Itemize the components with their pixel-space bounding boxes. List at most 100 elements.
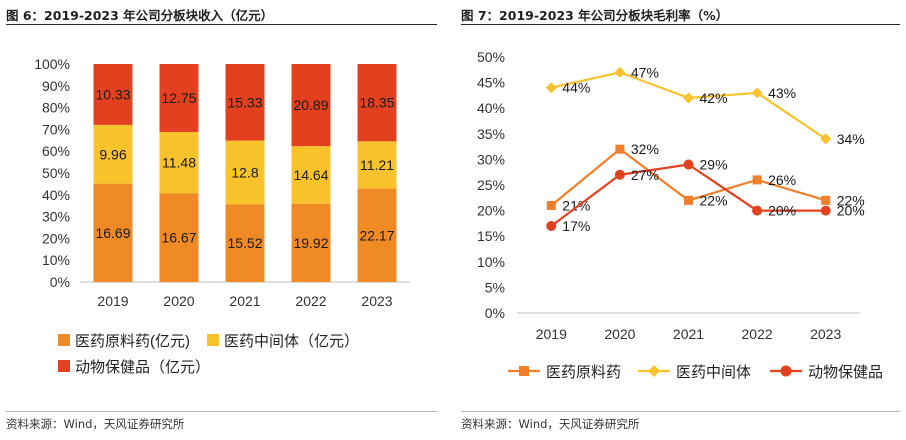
data-label: 15.33 xyxy=(227,94,262,110)
bar-segment xyxy=(357,64,397,142)
data-point xyxy=(780,365,792,377)
chart-title: 图 7：2019-2023 年公司分板块毛利率（%） xyxy=(461,8,729,23)
data-label: 10.33 xyxy=(95,86,130,102)
y-tick-label: 45% xyxy=(477,75,505,91)
data-label: 12.75 xyxy=(161,90,196,106)
data-label: 20.89 xyxy=(293,97,328,113)
legend-swatch xyxy=(207,334,219,346)
y-tick-label: 80% xyxy=(42,100,70,116)
data-point xyxy=(820,133,832,145)
gross-margin-line-chart: 0% 5% 10% 15% 20% 25% 30% 35% 40% 45% 50% 2019 2020 2… xyxy=(477,49,883,381)
y-tick-label: 60% xyxy=(42,143,70,159)
data-label: 22.17 xyxy=(359,227,394,243)
y-tick-label: 50% xyxy=(477,49,505,65)
data-label: 15.52 xyxy=(227,235,262,251)
data-label: 16.69 xyxy=(95,225,130,241)
legend-swatch xyxy=(58,360,70,372)
y-tick-label: 25% xyxy=(477,177,505,193)
legend-label: 医药中间体 xyxy=(676,364,751,381)
series-line xyxy=(551,71,827,140)
bar-segment xyxy=(93,64,133,125)
data-point xyxy=(683,159,694,170)
data-label: 12.8 xyxy=(231,165,258,181)
x-tick-label: 2022 xyxy=(742,326,773,342)
bar-segment xyxy=(93,124,133,184)
bar-segment xyxy=(159,131,199,194)
y-tick-label: 15% xyxy=(477,228,505,244)
y-tick-label: 40% xyxy=(477,100,505,116)
data-point xyxy=(614,66,626,78)
data-label: 32% xyxy=(631,141,659,157)
y-tick-label: 20% xyxy=(477,203,505,219)
x-tick-label: 2021 xyxy=(673,326,704,342)
legend-label: 动物保健品 xyxy=(808,364,883,381)
y-tick-label: 100% xyxy=(34,56,70,72)
data-label: 20% xyxy=(837,203,865,219)
data-point xyxy=(752,205,763,216)
x-tick-label: 2020 xyxy=(604,326,635,342)
y-tick-label: 70% xyxy=(42,121,70,137)
x-tick-label: 2019 xyxy=(536,326,567,342)
data-label: 17% xyxy=(562,218,590,234)
data-label: 18.35 xyxy=(359,95,394,111)
data-label: 29% xyxy=(700,157,728,173)
data-label: 22% xyxy=(700,192,728,208)
source-rule xyxy=(6,411,437,412)
bar-segment xyxy=(357,141,397,189)
data-point xyxy=(546,220,557,231)
bar-segment xyxy=(291,203,331,282)
legend-label: 动物保健品（亿元） xyxy=(75,359,210,376)
y-tick-label: 35% xyxy=(477,126,505,142)
margin-panel: 图 7：2019-2023 年公司分板块毛利率（%） 0% 5% 10% 15% 20%… xyxy=(455,0,906,440)
y-tick-label: 40% xyxy=(42,187,70,203)
legend-swatch xyxy=(58,334,70,346)
data-label: 11.21 xyxy=(360,157,394,173)
legend-label: 医药中间体（亿元） xyxy=(224,333,359,350)
bar-segment xyxy=(93,183,133,282)
y-tick-label: 10% xyxy=(477,254,505,270)
data-point xyxy=(545,82,557,94)
x-tick-label: 2022 xyxy=(295,293,326,309)
data-label: 22% xyxy=(837,192,865,208)
data-label: 14.64 xyxy=(293,167,328,183)
y-tick-label: 0% xyxy=(50,274,70,290)
y-tick-label: 0% xyxy=(485,305,505,321)
data-point xyxy=(546,200,556,210)
data-point xyxy=(684,195,693,205)
bar-segment xyxy=(225,204,265,282)
data-label: 42% xyxy=(700,90,728,106)
data-point xyxy=(519,366,529,376)
y-tick-label: 5% xyxy=(485,279,505,295)
x-tick-label: 2019 xyxy=(97,293,128,309)
data-label: 20% xyxy=(768,203,796,219)
title-rule xyxy=(461,24,900,25)
data-point xyxy=(821,195,831,205)
bar-segment xyxy=(159,193,199,282)
y-tick-label: 10% xyxy=(42,252,70,268)
bar-segment xyxy=(159,64,199,132)
bar-segment xyxy=(357,188,397,282)
revenue-panel: 图 6：2019-2023 年公司分板块收入（亿元） 0% 10% 20% 30% 40… xyxy=(0,0,443,440)
x-tick-label: 2023 xyxy=(361,293,392,309)
bar-segment xyxy=(291,146,331,204)
y-tick-label: 30% xyxy=(42,209,70,225)
data-label: 43% xyxy=(768,85,796,101)
revenue-stacked-bar-chart: 0% 10% 20% 30% 40% 50% 60% 70% 80% 90% 100% 16.69 9.… xyxy=(34,56,410,376)
y-tick-label: 90% xyxy=(42,78,70,94)
data-point xyxy=(615,144,625,154)
y-tick-label: 30% xyxy=(477,151,505,167)
source-note: 资料来源：Wind，天风证券研究所 xyxy=(6,417,185,431)
bar-segment xyxy=(225,64,265,141)
x-tick-label: 2020 xyxy=(163,293,194,309)
data-label: 44% xyxy=(562,80,590,96)
data-label: 16.67 xyxy=(161,230,196,246)
title-rule xyxy=(6,24,437,25)
x-tick-label: 2023 xyxy=(810,326,841,342)
y-tick-label: 50% xyxy=(42,165,70,181)
bar-segment xyxy=(291,64,331,147)
chart-title: 图 6：2019-2023 年公司分板块收入（亿元） xyxy=(6,8,274,23)
data-label: 26% xyxy=(768,172,796,188)
data-point xyxy=(751,87,763,99)
data-label: 34% xyxy=(837,131,865,147)
data-point xyxy=(683,92,694,104)
